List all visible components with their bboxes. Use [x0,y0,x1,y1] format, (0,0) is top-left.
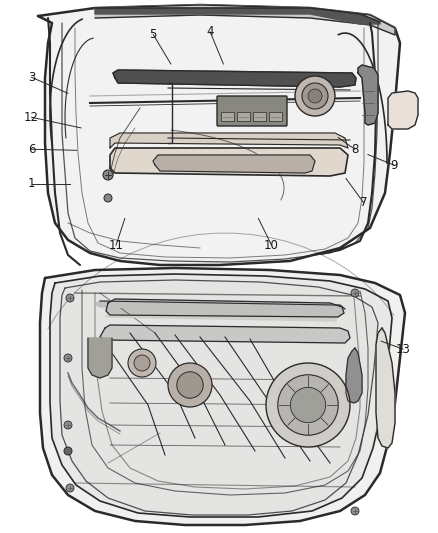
Text: 6: 6 [28,143,35,156]
Text: 5: 5 [150,28,157,41]
Polygon shape [388,91,418,129]
Circle shape [278,375,338,435]
Circle shape [295,76,335,116]
Polygon shape [110,133,348,148]
Polygon shape [358,65,378,125]
Text: 11: 11 [109,239,124,252]
Circle shape [177,372,203,398]
Polygon shape [113,70,356,87]
Text: 4: 4 [206,26,214,38]
Polygon shape [153,155,315,173]
Bar [237,112,250,121]
Circle shape [134,355,150,371]
Polygon shape [60,280,378,515]
Text: 3: 3 [28,71,35,84]
FancyBboxPatch shape [217,96,287,126]
Polygon shape [376,328,395,448]
Bar [253,112,266,121]
Circle shape [168,363,212,407]
Polygon shape [50,274,392,517]
Text: 7: 7 [360,196,367,209]
Text: 12: 12 [24,111,39,124]
Polygon shape [88,338,112,378]
Polygon shape [95,5,395,35]
Polygon shape [95,301,345,311]
Text: 9: 9 [390,159,398,172]
Circle shape [351,289,359,297]
Circle shape [64,447,72,455]
Text: 8: 8 [351,143,358,156]
Circle shape [128,349,156,377]
Text: 13: 13 [396,343,410,356]
Polygon shape [105,315,336,321]
Polygon shape [40,268,405,525]
Text: 1: 1 [28,177,35,190]
Polygon shape [100,325,350,343]
Circle shape [66,294,74,302]
Bar [269,112,282,121]
Circle shape [64,421,72,429]
Circle shape [302,83,328,109]
Circle shape [266,363,350,447]
Circle shape [290,387,325,423]
Circle shape [103,170,113,180]
Polygon shape [106,299,344,317]
Circle shape [64,354,72,362]
Polygon shape [346,348,362,403]
Circle shape [308,89,322,103]
Text: 10: 10 [264,239,279,252]
Circle shape [104,194,112,202]
Circle shape [66,484,74,492]
Polygon shape [110,148,348,176]
Polygon shape [95,8,380,24]
Polygon shape [38,5,400,265]
Circle shape [351,507,359,515]
Bar [221,112,234,121]
